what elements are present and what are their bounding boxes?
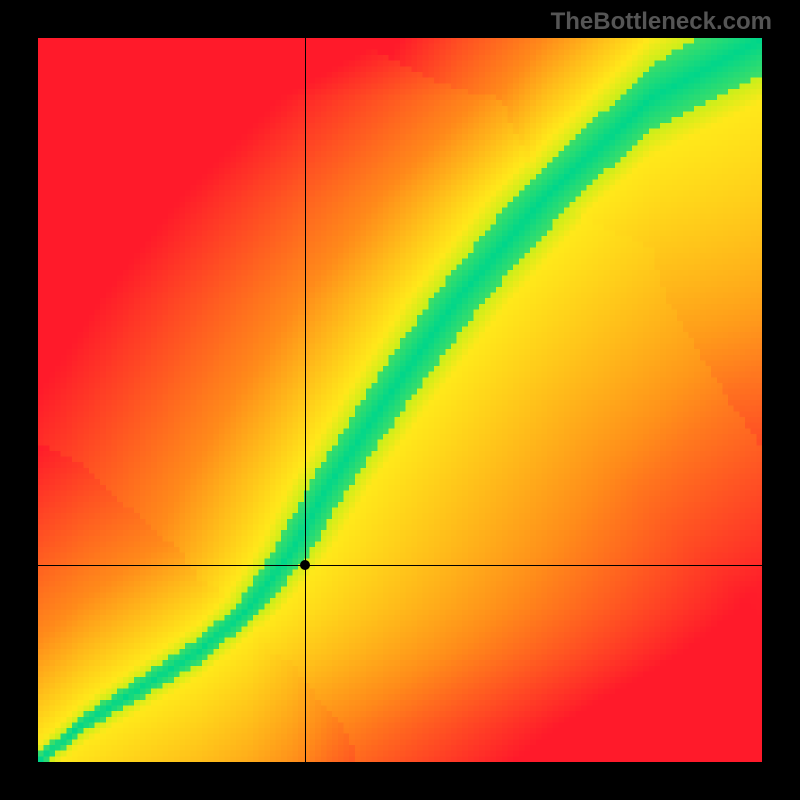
crosshair-marker	[300, 560, 310, 570]
watermark-text: TheBottleneck.com	[551, 8, 772, 36]
heatmap-canvas	[38, 38, 762, 762]
crosshair-vertical	[305, 38, 306, 762]
heatmap-plot	[38, 38, 762, 762]
chart-container: TheBottleneck.com	[0, 0, 800, 800]
crosshair-horizontal	[38, 565, 762, 566]
